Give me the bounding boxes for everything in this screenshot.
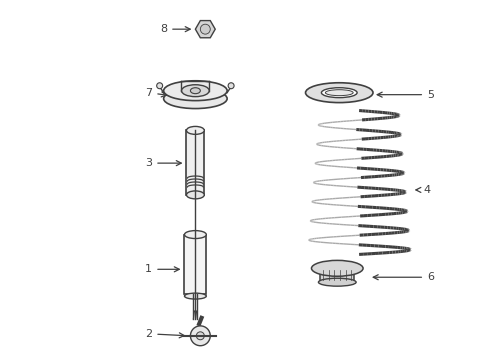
Ellipse shape: [163, 89, 226, 109]
Ellipse shape: [190, 88, 200, 94]
Circle shape: [156, 83, 163, 89]
Bar: [184, 235, 206, 294]
Text: 6: 6: [372, 272, 433, 282]
Ellipse shape: [184, 293, 206, 299]
Text: 8: 8: [160, 24, 190, 34]
Text: 5: 5: [376, 90, 433, 100]
Text: 2: 2: [145, 329, 184, 339]
Ellipse shape: [321, 88, 356, 98]
Text: 7: 7: [145, 88, 166, 98]
Ellipse shape: [325, 90, 352, 96]
Text: 1: 1: [145, 264, 179, 274]
Bar: [320, 268, 353, 282]
Bar: [186, 130, 204, 195]
Ellipse shape: [305, 83, 372, 103]
Circle shape: [190, 326, 210, 346]
Text: 3: 3: [145, 158, 181, 168]
Circle shape: [228, 83, 234, 89]
Ellipse shape: [186, 126, 204, 134]
Ellipse shape: [311, 260, 362, 276]
Ellipse shape: [184, 231, 206, 239]
Ellipse shape: [186, 191, 204, 199]
Ellipse shape: [318, 278, 355, 286]
Circle shape: [200, 24, 210, 34]
Circle shape: [196, 332, 204, 340]
Ellipse shape: [181, 85, 209, 96]
Ellipse shape: [163, 81, 226, 100]
Text: 4: 4: [415, 185, 429, 195]
